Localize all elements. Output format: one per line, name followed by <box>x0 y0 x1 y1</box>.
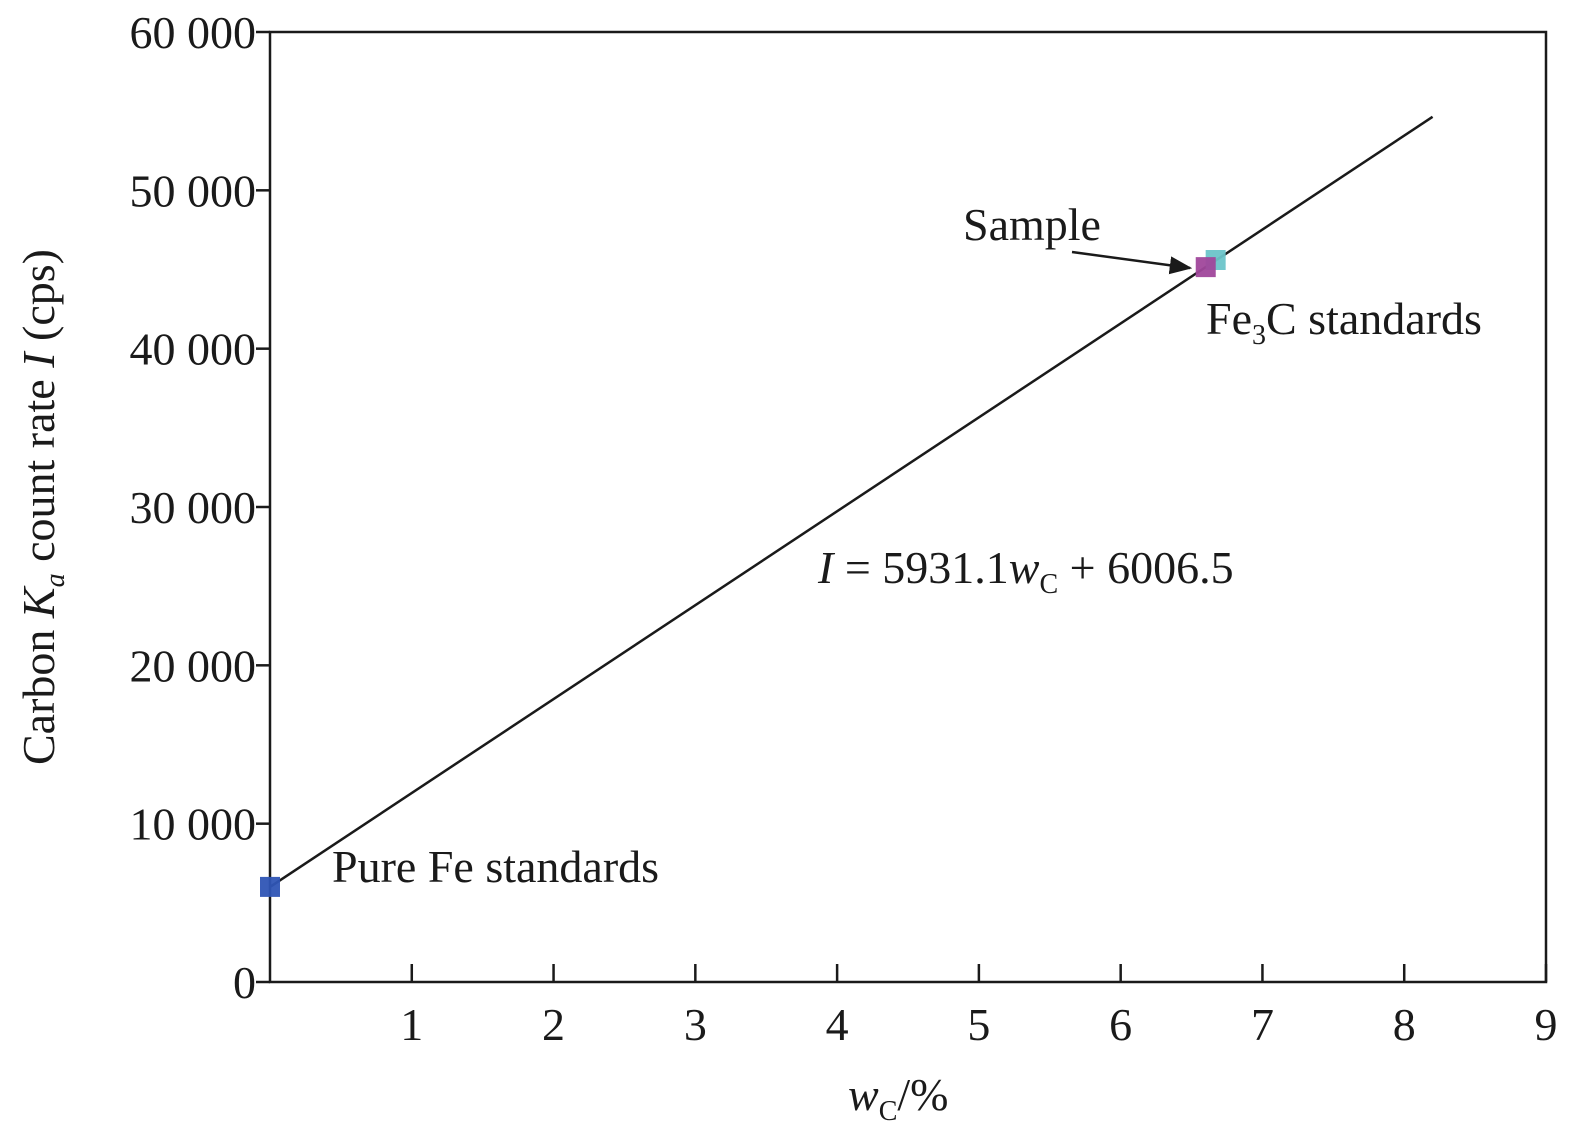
y-tick-label: 20 000 <box>130 640 257 691</box>
x-axis-title: wC/% <box>848 1069 948 1127</box>
marker-sample <box>1195 257 1216 278</box>
fe3c-label-sub: 3 <box>1252 320 1266 351</box>
y-tick-label: 0 <box>233 957 256 1008</box>
y-axis-title-ksub: a <box>40 573 71 587</box>
fe3c-label-fe: Fe <box>1206 293 1252 344</box>
data-markers <box>260 250 1226 897</box>
pure-fe-label: Pure Fe standards <box>332 841 659 892</box>
x-tick-label: 9 <box>1535 999 1558 1050</box>
sample-label: Sample <box>963 199 1101 250</box>
y-axis-title-post: (cps) <box>13 249 64 352</box>
equation-var: w <box>1009 542 1040 593</box>
equation-lhs: I <box>817 542 836 593</box>
x-tick-label: 8 <box>1393 999 1416 1050</box>
y-axis-title-i: I <box>13 350 64 369</box>
y-axis-title-pre: Carbon <box>13 618 64 765</box>
y-tick-label: 40 000 <box>130 324 257 375</box>
y-axis-title-mid: count rate <box>13 368 64 574</box>
fit-line <box>269 115 1434 888</box>
x-tick-label: 4 <box>826 999 849 1050</box>
equation-var-sub: C <box>1039 569 1058 600</box>
x-axis-title-var: w <box>848 1069 879 1120</box>
equation-rhs: + 6006.5 <box>1058 542 1233 593</box>
equation-coef: = 5931.1 <box>833 542 1008 593</box>
x-tick-label: 3 <box>684 999 707 1050</box>
x-tick-label: 2 <box>542 999 565 1050</box>
sample-arrow <box>1071 250 1193 275</box>
fe3c-label-rest: C standards <box>1266 293 1482 344</box>
plot-frame <box>268 30 1548 984</box>
y-tick-label: 10 000 <box>130 799 257 850</box>
x-axis-title-unit: /% <box>897 1069 948 1120</box>
y-axis-title-k: K <box>13 585 64 619</box>
x-axis-ticks: 1 2 3 4 5 6 7 8 9 <box>400 964 1558 1050</box>
y-tick-label: 50 000 <box>130 165 257 216</box>
y-tick-label: 60 000 <box>130 7 257 58</box>
x-tick-label: 5 <box>967 999 990 1050</box>
x-tick-label: 1 <box>400 999 423 1050</box>
fe3c-label: Fe3C standards <box>1206 293 1482 351</box>
marker-pure-fe-standards <box>260 876 280 897</box>
x-tick-label: 6 <box>1109 999 1132 1050</box>
y-axis-ticks: 0 10 000 20 000 30 000 40 000 50 000 60 000 <box>130 7 270 1008</box>
x-tick-label: 7 <box>1251 999 1274 1050</box>
y-axis-title: Carbon Ka count rate I (cps) <box>13 249 71 765</box>
x-axis-title-sub: C <box>879 1096 898 1127</box>
y-tick-label: 30 000 <box>130 482 257 533</box>
fit-equation: I = 5931.1wC + 6006.5 <box>817 542 1234 600</box>
